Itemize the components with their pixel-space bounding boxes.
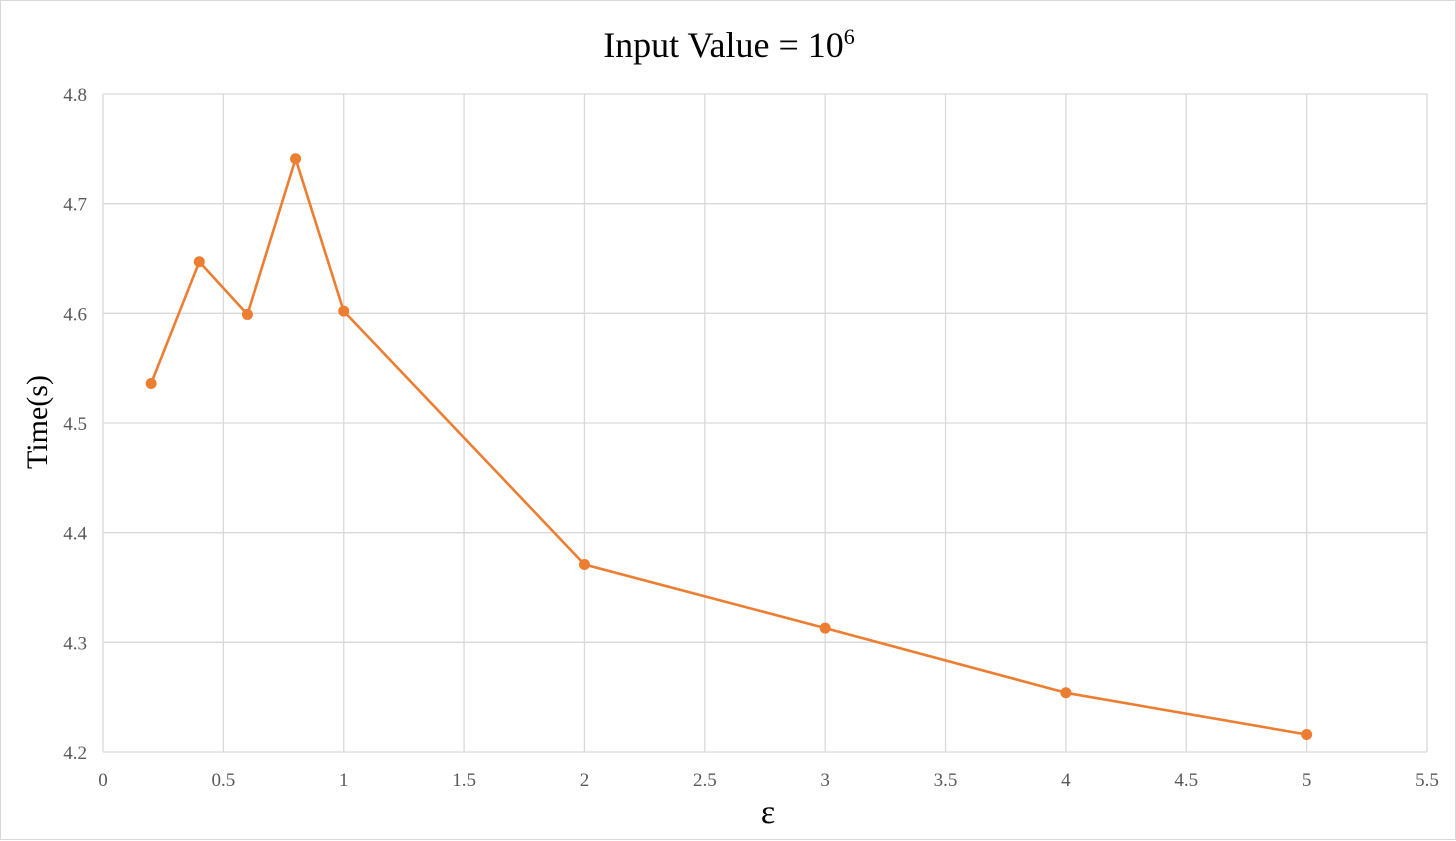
x-tick-label: 0	[98, 770, 108, 791]
y-tick-label: 4.5	[63, 414, 87, 435]
series-layer	[145, 153, 1313, 740]
y-tick-label: 4.4	[63, 524, 87, 545]
x-axis-label: ε	[761, 794, 775, 831]
data-point	[1301, 728, 1313, 740]
tick-labels: 0 0.5 1 1.5 2 2.5 3 3.5 4 4.5 5 5.5 4.2 4.3 4.4 4.5 4.6 4…	[63, 85, 1439, 791]
y-axis-label: Time(s)	[21, 375, 54, 469]
data-point	[578, 558, 590, 570]
data-point	[290, 153, 302, 165]
data-point	[145, 378, 157, 390]
data-point	[241, 308, 253, 320]
x-tick-label: 2	[580, 770, 590, 791]
x-tick-label: 1	[339, 770, 349, 791]
x-tick-label: 5.5	[1415, 770, 1439, 791]
chart-title-superscript: 6	[844, 24, 855, 49]
x-tick-label: 0.5	[211, 770, 235, 791]
gridlines	[102, 93, 1428, 753]
y-tick-label: 4.6	[63, 304, 87, 325]
y-tick-label: 4.7	[63, 195, 87, 216]
data-point	[819, 622, 831, 634]
data-point	[1060, 687, 1072, 699]
x-tick-label: 5	[1302, 770, 1312, 791]
chart-title-main: Input Value = 10	[603, 25, 844, 65]
y-tick-label: 4.8	[63, 85, 87, 106]
x-tick-label: 3.5	[934, 770, 958, 791]
x-tick-label: 1.5	[452, 770, 476, 791]
y-tick-label: 4.3	[63, 633, 87, 654]
chart-title: Input Value = 106	[603, 24, 855, 65]
x-tick-label: 4	[1061, 770, 1071, 791]
x-tick-label: 3	[820, 770, 830, 791]
x-tick-label: 4.5	[1174, 770, 1198, 791]
data-point	[193, 256, 205, 268]
series-line	[149, 157, 1307, 736]
x-tick-label: 2.5	[693, 770, 717, 791]
y-tick-label: 4.2	[63, 743, 87, 764]
data-point	[338, 305, 350, 317]
